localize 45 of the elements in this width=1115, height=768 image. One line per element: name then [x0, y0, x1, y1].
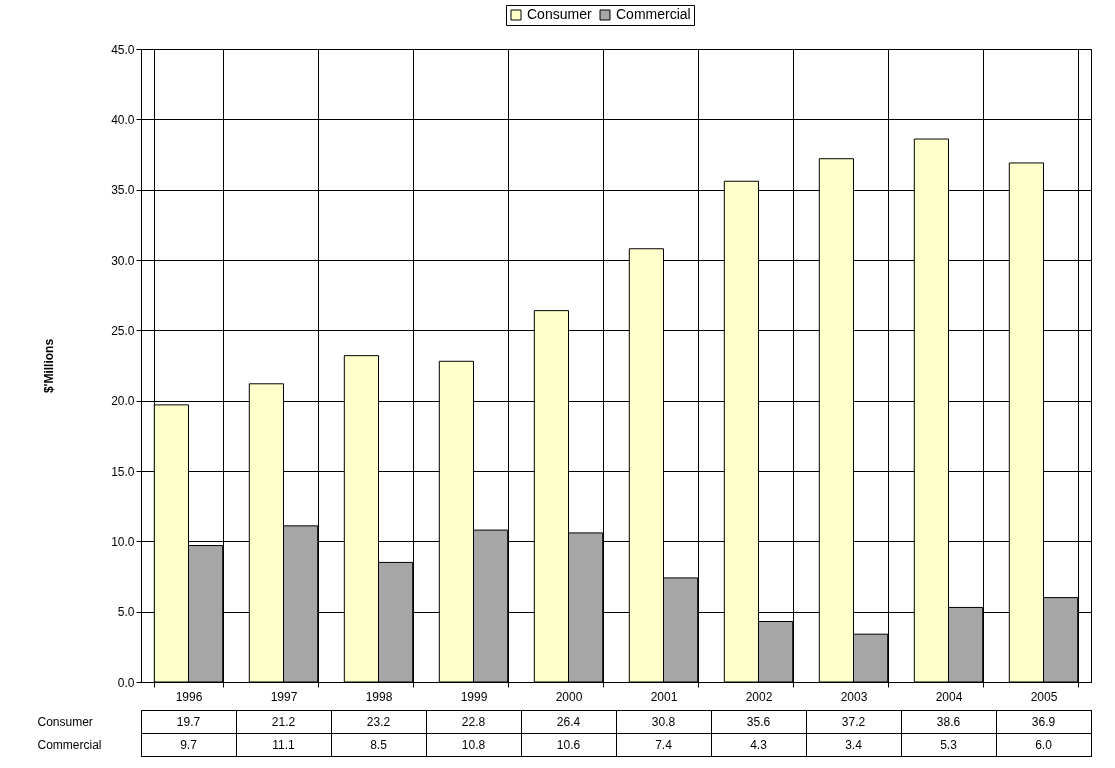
y-tick-label: 10.0 — [111, 534, 135, 549]
y-tick-label: 30.0 — [111, 253, 135, 268]
x-tick-label: 2001 — [650, 689, 678, 704]
data-label: 19.7 — [176, 714, 201, 729]
text: Commercial — [37, 738, 102, 752]
text: Consumer — [37, 715, 93, 729]
x-tick-label: 1996 — [175, 689, 203, 704]
data-label: 26.4 — [556, 714, 581, 729]
data-label: 8.5 — [370, 737, 388, 752]
data-label: 30.8 — [651, 714, 676, 729]
data-label: 3.4 — [845, 737, 863, 752]
x-tick-label: 1998 — [365, 689, 393, 704]
data-label: 35.6 — [746, 714, 771, 729]
legend-label: Commercial — [616, 6, 691, 22]
y-axis-title: $'Millions — [42, 338, 57, 394]
x-tick-label: 2000 — [555, 689, 583, 704]
y-tick-label: 20.0 — [111, 394, 135, 409]
data-label: 21.2 — [271, 714, 296, 729]
data-label: 7.4 — [655, 737, 673, 752]
data-label: 9.7 — [180, 737, 198, 752]
legend-label: Consumer — [527, 6, 592, 22]
data-label: 23.2 — [366, 714, 391, 729]
data-label: 4.3 — [750, 737, 768, 752]
y-tick-label: 45.0 — [111, 42, 135, 57]
data-label: 5.3 — [940, 737, 958, 752]
x-tick-label: 2002 — [745, 689, 773, 704]
data-label: 36.9 — [1031, 714, 1056, 729]
data-label: 38.6 — [936, 714, 961, 729]
x-tick-label: 2005 — [1030, 689, 1058, 704]
x-tick-label: 1999 — [460, 689, 488, 704]
x-tick-label: 2004 — [935, 689, 963, 704]
y-tick-label: 0.0 — [117, 675, 135, 690]
data-label: 11.1 — [272, 737, 296, 752]
y-tick-label: 15.0 — [111, 464, 135, 479]
x-tick-label: 1997 — [270, 689, 298, 704]
data-label: 10.6 — [556, 737, 581, 752]
data-label: 10.8 — [461, 737, 486, 752]
y-tick-label: 40.0 — [111, 112, 135, 127]
data-label: 37.2 — [841, 714, 866, 729]
data-label: 6.0 — [1035, 737, 1053, 752]
data-label: 22.8 — [461, 714, 486, 729]
y-tick-label: 35.0 — [111, 183, 135, 198]
y-tick-label: 5.0 — [117, 605, 135, 620]
y-tick-label: 25.0 — [111, 323, 135, 338]
x-tick-label: 2003 — [840, 689, 868, 704]
